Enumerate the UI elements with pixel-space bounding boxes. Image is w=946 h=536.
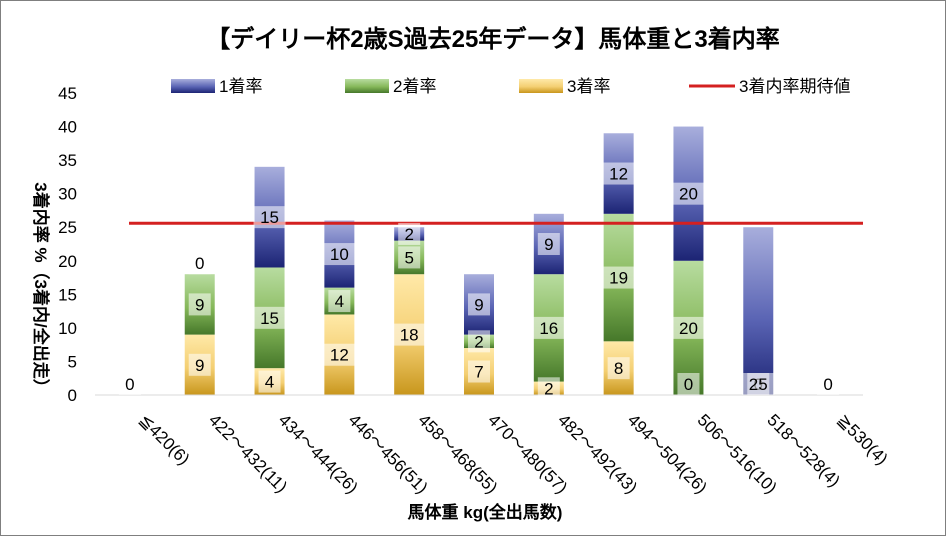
data-label: 9	[544, 235, 553, 254]
legend: 1着率 2着率 3着率 3着内率期待値	[171, 77, 850, 96]
y-tick-label: 20	[58, 252, 77, 271]
data-label-bg	[468, 293, 490, 316]
data-label-bg	[253, 206, 286, 229]
data-label: 0	[195, 254, 204, 273]
data-label-bg	[118, 373, 141, 395]
data-label: 4	[265, 373, 274, 392]
bars	[184, 126, 774, 395]
data-label: 25	[749, 375, 768, 394]
data-label: 9	[474, 295, 483, 314]
data-label: 10	[330, 245, 349, 264]
data-label-bg	[607, 357, 630, 380]
data-label: 18	[400, 326, 419, 345]
legend-label-expected: 3着内率期待値	[739, 77, 850, 96]
data-label-bg	[323, 243, 356, 266]
y-tick-label: 40	[58, 118, 77, 137]
data-label: 19	[609, 269, 628, 288]
data-label-bg	[602, 266, 635, 289]
data-label: 12	[609, 165, 628, 184]
data-label-bg	[468, 330, 490, 353]
bar-segment-1st	[743, 227, 774, 395]
data-label: 20	[679, 319, 698, 338]
data-label: 15	[260, 208, 279, 227]
data-label: 12	[330, 346, 349, 365]
y-tick-label: 35	[58, 151, 77, 170]
x-tick-label: ≦420(6)	[135, 410, 193, 468]
chart-title: 【デイリー杯2歳S過去25年データ】馬体重と3着内率	[206, 25, 779, 53]
data-label: 9	[195, 295, 204, 314]
data-label-bg	[328, 290, 351, 313]
data-label-bg	[468, 360, 490, 383]
legend-swatch-3rd	[519, 79, 563, 93]
legend-swatch-1st	[171, 79, 215, 93]
data-label: 8	[614, 359, 623, 378]
data-label: 4	[335, 292, 344, 311]
y-tick-label: 45	[58, 84, 77, 103]
y-tick-label: 10	[58, 319, 77, 338]
y-axis: 0 5 10 15 20 25 30 35 40 45	[58, 84, 77, 405]
data-label: 0	[684, 375, 693, 394]
data-label-bg	[672, 316, 705, 339]
legend-label-3rd: 3着率	[567, 77, 610, 96]
legend-label-2nd: 2着率	[393, 77, 436, 96]
data-label-bg	[258, 370, 281, 393]
x-axis: ≦420(6) 422～432(11)434～444(26)446～456(51)…	[135, 410, 891, 497]
data-label-bg	[817, 373, 840, 395]
x-tick-label: ≧530(4)	[833, 410, 891, 468]
data-label-bg	[393, 323, 426, 346]
y-tick-label: 15	[58, 285, 77, 304]
data-label: 5	[404, 248, 413, 267]
y-tick-label: 30	[58, 185, 77, 204]
y-tick-label: 0	[68, 386, 77, 405]
data-label: 2	[404, 225, 413, 244]
data-label-bg	[672, 182, 705, 205]
legend-label-1st: 1着率	[219, 77, 262, 96]
data-label-bg	[532, 316, 565, 339]
y-axis-title: 3着内率 %（3着内/全出走）	[31, 182, 51, 395]
data-label-bg	[602, 162, 635, 185]
data-labels: 099041515124101852729216981912020200250	[118, 162, 840, 400]
data-label: 0	[823, 375, 832, 394]
data-label-bg	[677, 373, 700, 395]
x-axis-title: 馬体重 kg(全出馬数)	[408, 502, 563, 522]
data-label-bg	[188, 252, 211, 275]
data-label-bg	[188, 293, 211, 316]
data-label-bg	[188, 353, 211, 376]
data-label-bg	[398, 246, 421, 269]
data-label-bg	[537, 233, 560, 255]
data-label: 7	[474, 363, 483, 382]
data-label: 15	[260, 309, 279, 328]
data-label-bg	[253, 306, 286, 329]
data-label-bg	[537, 377, 560, 400]
data-label: 9	[195, 356, 204, 375]
data-label: 2	[474, 332, 483, 351]
data-label: 2	[544, 379, 553, 398]
data-label-bg	[323, 343, 356, 366]
data-label: 0	[125, 375, 134, 394]
y-tick-label: 5	[68, 352, 77, 371]
data-label-bg	[742, 373, 775, 395]
legend-swatch-2nd	[345, 79, 389, 93]
data-label: 20	[679, 185, 698, 204]
data-label: 16	[539, 319, 558, 338]
y-tick-label: 25	[58, 218, 77, 237]
data-label-bg	[398, 222, 421, 245]
